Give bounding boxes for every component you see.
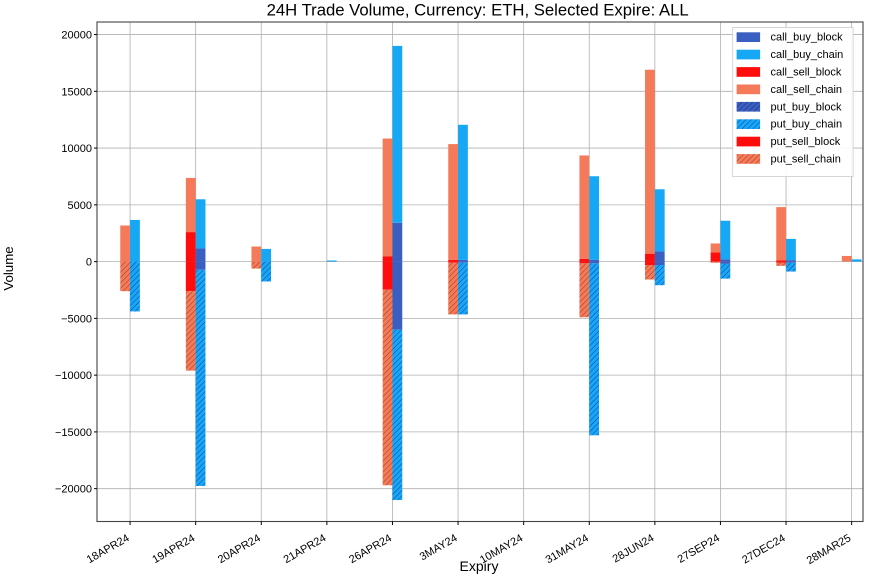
svg-text:Expiry: Expiry — [460, 558, 499, 574]
svg-text:20000: 20000 — [61, 30, 92, 42]
svg-text:18APR24: 18APR24 — [85, 532, 132, 566]
svg-text:call_sell_block: call_sell_block — [771, 67, 842, 79]
svg-text:28JUN24: 28JUN24 — [611, 532, 657, 565]
svg-text:31MAY24: 31MAY24 — [544, 532, 591, 566]
svg-text:10000: 10000 — [61, 143, 92, 155]
svg-text:3MAY24: 3MAY24 — [418, 532, 460, 563]
svg-text:24H Trade Volume, Currency: ET: 24H Trade Volume, Currency: ETH, Selecte… — [267, 1, 689, 20]
svg-text:0: 0 — [86, 257, 92, 269]
svg-text:5000: 5000 — [68, 200, 92, 212]
svg-text:put_buy_chain: put_buy_chain — [771, 119, 843, 131]
svg-text:put_sell_block: put_sell_block — [771, 136, 841, 148]
svg-text:call_buy_block: call_buy_block — [771, 32, 844, 44]
svg-text:Volume: Volume — [1, 246, 16, 290]
svg-text:21APR24: 21APR24 — [282, 532, 329, 566]
svg-text:27SEP24: 27SEP24 — [676, 532, 722, 566]
svg-text:call_buy_chain: call_buy_chain — [771, 49, 844, 61]
svg-text:28MAR25: 28MAR25 — [805, 532, 853, 567]
svg-text:19APR24: 19APR24 — [150, 532, 197, 566]
svg-text:call_sell_chain: call_sell_chain — [771, 84, 843, 96]
svg-text:−5000: −5000 — [61, 313, 92, 325]
svg-text:−10000: −10000 — [55, 370, 92, 382]
svg-text:26APR24: 26APR24 — [347, 532, 394, 566]
svg-text:−20000: −20000 — [55, 484, 92, 496]
svg-text:15000: 15000 — [61, 86, 92, 98]
svg-text:20APR24: 20APR24 — [216, 532, 263, 566]
svg-text:−15000: −15000 — [55, 427, 92, 439]
svg-text:put_sell_chain: put_sell_chain — [771, 154, 841, 166]
svg-text:put_buy_block: put_buy_block — [771, 101, 842, 113]
svg-text:27DEC24: 27DEC24 — [740, 532, 787, 566]
